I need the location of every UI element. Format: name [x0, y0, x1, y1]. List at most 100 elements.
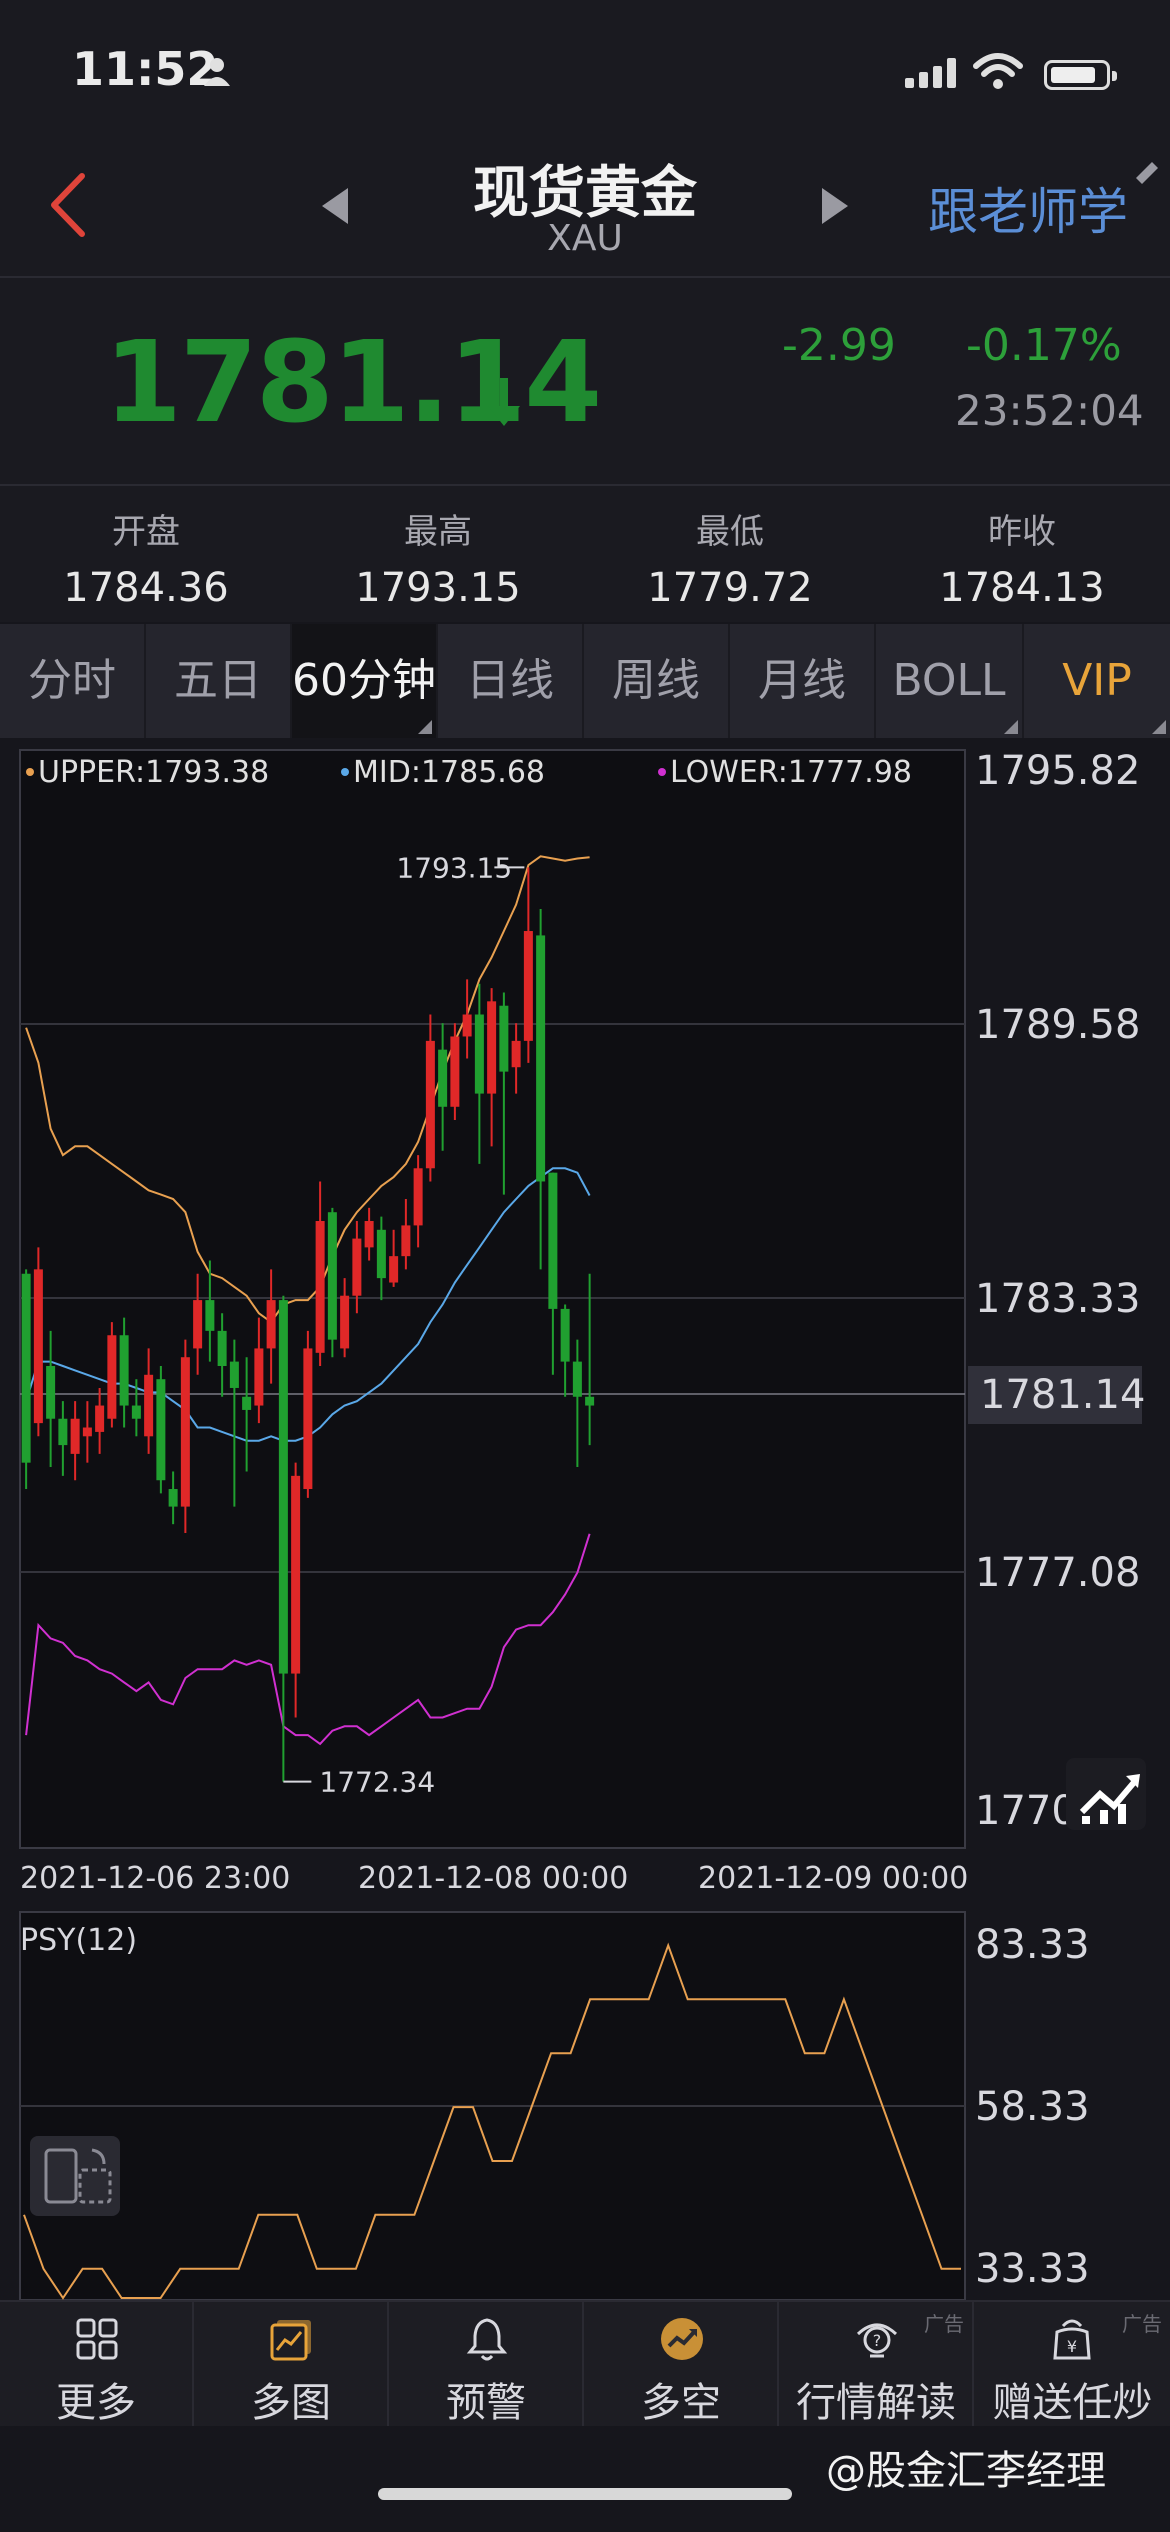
tab-vip[interactable]: VIP — [1024, 624, 1170, 738]
candle-body — [95, 1405, 105, 1432]
candle-body — [376, 1229, 386, 1279]
svg-text:?: ? — [873, 2331, 882, 2350]
candle-body — [229, 1361, 239, 1388]
down-arrow-icon — [488, 378, 520, 426]
rotate-screen-icon[interactable] — [30, 2136, 120, 2216]
price-change: -2.99 — [782, 320, 896, 371]
nav-label: 多图 — [251, 2380, 331, 2426]
candle-body — [487, 1001, 497, 1094]
wifi-icon — [973, 53, 1023, 89]
stat-label: 开盘 — [112, 512, 180, 552]
tab-daily[interactable]: 日线 — [438, 624, 584, 738]
ad-badge: 广告 — [924, 2312, 964, 2336]
person-icon — [204, 58, 230, 86]
back-icon[interactable] — [44, 170, 94, 240]
candle-body — [548, 1172, 558, 1309]
stat-value: 1793.15 — [355, 565, 521, 611]
chart-switch-icon[interactable] — [1066, 1758, 1146, 1830]
tab-weekly[interactable]: 周线 — [584, 624, 730, 738]
tab-intraday[interactable]: 分时 — [0, 624, 146, 738]
y-tick-label: 1777.08 — [975, 1550, 1140, 1596]
candle-body — [82, 1427, 92, 1437]
tab-label: VIP — [1062, 655, 1132, 706]
y-tick-label: 58.33 — [975, 2084, 1090, 2130]
nav-label: 更多 — [56, 2380, 136, 2426]
candle-body — [254, 1348, 264, 1406]
upper-legend: UPPER:1793.38 — [38, 755, 269, 790]
candle-body — [266, 1300, 276, 1349]
lower-legend-dot — [658, 768, 666, 776]
nav-label: 赠送任炒 — [992, 2380, 1153, 2426]
period-tabs: 分时 五日 60分钟 日线 周线 月线 BOLL VIP — [0, 624, 1170, 738]
svg-text:¥: ¥ — [1067, 2337, 1077, 2356]
previous-symbol-icon[interactable] — [322, 188, 348, 224]
lower-legend: LOWER:1777.98 — [670, 755, 912, 790]
candle-body — [303, 1348, 313, 1490]
multi-chart-icon — [270, 2320, 311, 2361]
tab-label: 60分钟 — [292, 655, 436, 706]
price-change-percent: -0.17% — [966, 320, 1122, 371]
stat-value: 1784.13 — [939, 565, 1105, 611]
status-time: 11:52 — [72, 42, 219, 96]
candle-body — [144, 1374, 154, 1437]
candle-body — [401, 1225, 411, 1257]
candle-body — [499, 1005, 509, 1072]
home-indicator[interactable] — [378, 2488, 792, 2500]
candle-body — [352, 1238, 362, 1296]
max-price-label: 1793.15 — [396, 851, 512, 884]
candle-body — [425, 1040, 435, 1169]
candle-body — [21, 1273, 31, 1463]
home-indicator-area — [0, 2426, 1170, 2532]
candle-body — [462, 1014, 472, 1037]
nav-alert[interactable]: 预警 — [390, 2302, 584, 2428]
boll-lower-line — [25, 1533, 591, 1746]
chart-area[interactable]: UPPER:1793.38 MID:1785.68 LOWER:1777.98 … — [0, 740, 1170, 2301]
candle-body — [278, 1300, 288, 1674]
candle-body — [70, 1418, 80, 1454]
next-symbol-icon[interactable] — [822, 188, 848, 224]
nav-market-insight[interactable]: ? 行情解读 广告 — [780, 2302, 974, 2428]
navigation-header: 现货黄金 XAU 跟老师学 — [0, 140, 1170, 278]
nav-multi-chart[interactable]: 多图 — [195, 2302, 389, 2428]
candle-body — [46, 1366, 56, 1419]
candle-body — [168, 1489, 178, 1507]
x-tick-label: 2021-12-08 00:00 — [358, 1861, 628, 1896]
candle-body — [572, 1361, 582, 1397]
mid-legend-dot — [341, 768, 349, 776]
nav-label: 多空 — [641, 2380, 721, 2426]
corner-badge-icon — [1136, 162, 1158, 184]
watermark: @股金汇李经理 — [826, 2448, 1106, 2494]
nav-long-short[interactable]: 多空 — [585, 2302, 779, 2428]
candle-body — [364, 1221, 374, 1248]
stat-prev-close: 昨收 1784.13 — [876, 504, 1168, 611]
candle-body — [389, 1256, 399, 1283]
tab-monthly[interactable]: 月线 — [730, 624, 876, 738]
tab-five-day[interactable]: 五日 — [146, 624, 292, 738]
candle-body — [180, 1357, 190, 1507]
y-tick-label: 83.33 — [975, 1922, 1090, 1968]
nav-more[interactable]: 更多 — [0, 2302, 194, 2428]
stat-open: 开盘 1784.36 — [0, 504, 292, 611]
grid-icon — [76, 2318, 118, 2360]
x-tick-label: 2021-12-09 00:00 — [698, 1861, 968, 1896]
kline-chart[interactable]: UPPER:1793.38 MID:1785.68 LOWER:1777.98 … — [0, 740, 1170, 2301]
candle-body — [438, 1049, 448, 1107]
candle-body — [291, 1475, 301, 1674]
tab-boll[interactable]: BOLL — [876, 624, 1024, 738]
y-tick-label: 1783.33 — [975, 1276, 1140, 1322]
stat-value: 1784.36 — [63, 565, 229, 611]
candle-body — [58, 1418, 68, 1446]
nav-gift[interactable]: ¥ 赠送任炒 广告 — [975, 2302, 1170, 2428]
last-price: 1781.14 — [104, 318, 602, 448]
mid-legend: MID:1785.68 — [353, 755, 545, 790]
page-title: 现货黄金 — [473, 161, 697, 226]
lightbulb-icon: ? — [856, 2323, 898, 2358]
candle-body — [107, 1335, 117, 1419]
stats-row: 开盘 1784.36 最高 1793.15 最低 1779.72 昨收 1784… — [0, 486, 1170, 622]
tab-60min[interactable]: 60分钟 — [292, 624, 438, 738]
candle-body — [193, 1300, 203, 1349]
candle-body — [413, 1168, 423, 1226]
psy-line — [23, 1942, 961, 2300]
stat-value: 1779.72 — [647, 565, 813, 611]
follow-teacher-link[interactable]: 跟老师学 — [928, 183, 1128, 241]
